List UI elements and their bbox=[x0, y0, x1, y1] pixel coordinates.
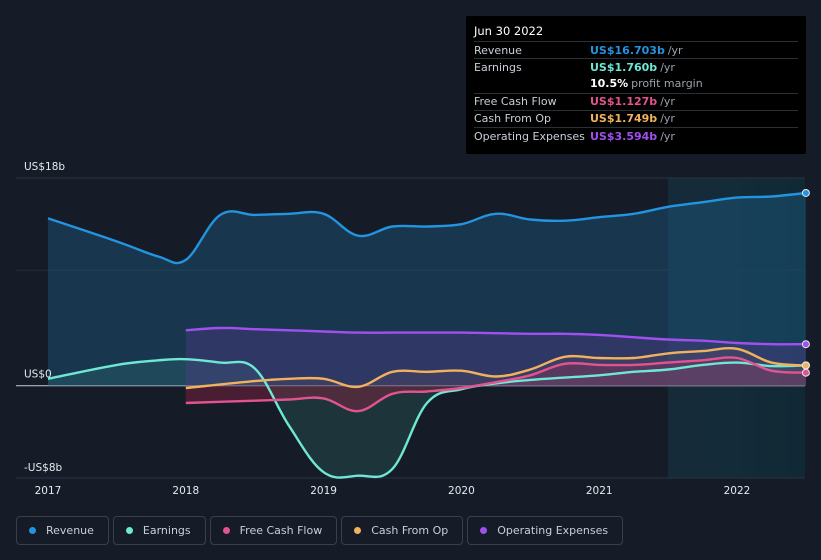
gridlines bbox=[16, 177, 805, 479]
tooltip-date: Jun 30 2022 bbox=[474, 24, 544, 38]
tooltip-row-unit: /yr bbox=[660, 112, 675, 126]
y-tick-label: US$18b bbox=[24, 161, 65, 173]
tooltip-row-value: US$3.594b bbox=[590, 129, 658, 143]
tooltip-row-unit: /yr bbox=[660, 60, 675, 74]
tooltip-row-unit: /yr bbox=[667, 43, 683, 57]
line-cash-from-op bbox=[185, 346, 806, 390]
tooltip-row-label: Operating Expenses bbox=[474, 129, 585, 143]
tooltip-row-label: Revenue bbox=[474, 43, 522, 57]
tooltip-row-value: 10.5% bbox=[590, 77, 629, 91]
line-earnings bbox=[47, 357, 806, 479]
end-markers bbox=[801, 188, 810, 377]
tooltip-row-unit: /yr bbox=[660, 95, 675, 109]
x-axis-labels: 2017 2018 2019 2020 2021 2022 bbox=[35, 485, 751, 497]
tooltip-row-value: US$1.749b bbox=[590, 112, 658, 126]
line-revenue bbox=[47, 191, 807, 265]
legend-item-cash-from-op[interactable]: Cash From Op bbox=[341, 516, 464, 545]
legend-label: Revenue bbox=[46, 524, 94, 537]
legend-label: Operating Expenses bbox=[497, 524, 609, 537]
tooltip-row: Free Cash Flow US$1.127b/yr bbox=[474, 92, 798, 110]
tooltip-row: Operating Expenses US$3.594b/yr bbox=[474, 126, 798, 144]
tooltip-row-value: US$1.127b bbox=[590, 95, 658, 109]
tooltip-row-unit: profit margin bbox=[631, 77, 703, 91]
x-tick-label: 2020 bbox=[448, 485, 475, 497]
area-cash-from-op bbox=[185, 348, 806, 388]
legend-label: Cash From Op bbox=[371, 524, 449, 537]
legend-dot-icon bbox=[354, 527, 362, 534]
x-tick-label: 2017 bbox=[35, 485, 62, 497]
end-marker-cash-from-op bbox=[801, 361, 810, 370]
legend-dot-icon bbox=[222, 527, 230, 534]
tooltip-row-label: Free Cash Flow bbox=[474, 95, 557, 109]
legend-item-operating-expenses[interactable]: Operating Expenses bbox=[467, 516, 624, 545]
y-tick-label: -US$8b bbox=[24, 462, 63, 474]
legend-dot-icon bbox=[29, 527, 36, 534]
tooltip-row: Earnings US$1.760b/yr bbox=[474, 58, 798, 75]
end-marker-revenue bbox=[801, 188, 810, 197]
end-marker-free-cash-flow bbox=[801, 368, 810, 377]
y-axis-labels: US$18b US$0 -US$8b bbox=[24, 161, 65, 474]
highlight-region bbox=[668, 178, 805, 478]
tooltip-panel: Jun 30 2022 Revenue US$16.703b/yr Earnings… bbox=[466, 16, 806, 154]
area-revenue bbox=[48, 193, 806, 386]
tooltip-row-unit: /yr bbox=[660, 129, 675, 143]
tooltip-row-label: Cash From Op bbox=[474, 112, 552, 126]
legend: Revenue Earnings Free Cash Flow Cash From O… bbox=[16, 516, 624, 546]
legend-dot-icon bbox=[480, 527, 488, 534]
legend-item-revenue[interactable]: Revenue bbox=[16, 516, 109, 545]
tooltip-row-value: US$1.760b bbox=[590, 60, 658, 74]
area-earnings bbox=[48, 359, 806, 478]
legend-item-earnings[interactable]: Earnings bbox=[112, 516, 206, 545]
tooltip-row-label: Earnings bbox=[474, 60, 522, 74]
line-operating-expenses bbox=[185, 326, 806, 346]
x-tick-label: 2019 bbox=[310, 485, 337, 497]
y-tick-label: US$0 bbox=[24, 369, 52, 381]
x-tick-label: 2018 bbox=[172, 485, 199, 497]
tooltip-row-value: US$16.703b bbox=[590, 43, 665, 57]
legend-label: Free Cash Flow bbox=[239, 524, 323, 537]
end-marker-operating-expenses bbox=[801, 340, 810, 349]
tooltip-row: 10.5% profit margin bbox=[474, 75, 798, 92]
x-tick-label: 2021 bbox=[586, 485, 613, 497]
line-free-cash-flow bbox=[185, 356, 806, 413]
legend-dot-icon bbox=[125, 527, 133, 534]
x-tick-label: 2022 bbox=[724, 485, 751, 497]
legend-item-free-cash-flow[interactable]: Free Cash Flow bbox=[209, 516, 338, 545]
legend-label: Earnings bbox=[142, 524, 191, 537]
tooltip-row: Cash From Op US$1.749b/yr bbox=[474, 109, 798, 127]
tooltip-row: Revenue US$16.703b/yr bbox=[474, 41, 798, 58]
series-lines bbox=[47, 191, 807, 479]
